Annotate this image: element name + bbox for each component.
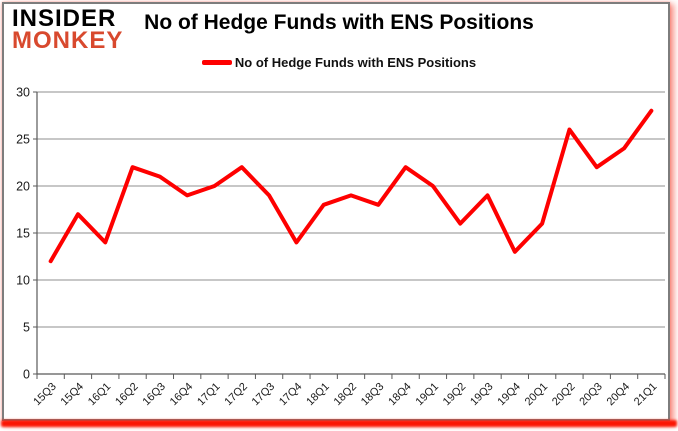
logo-line-monkey: MONKEY <box>12 27 124 55</box>
x-tick-label: 16Q3 <box>140 381 168 409</box>
y-tick-label: 0 <box>23 368 30 382</box>
x-tick-label: 20Q3 <box>577 381 605 409</box>
chart-legend: No of Hedge Funds with ENS Positions <box>0 55 678 70</box>
x-tick-label: 17Q1 <box>195 381 223 409</box>
x-tick-label: 15Q4 <box>59 381 87 409</box>
x-tick-label: 20Q1 <box>523 381 551 409</box>
x-tick-label: 19Q1 <box>414 381 442 409</box>
x-tick-label: 16Q1 <box>86 381 114 409</box>
y-tick-label: 10 <box>16 274 30 288</box>
x-tick-label: 19Q3 <box>468 381 496 409</box>
x-tick-label: 21Q1 <box>632 381 660 409</box>
x-tick-label: 20Q2 <box>550 381 578 409</box>
x-tick-label: 18Q3 <box>359 381 387 409</box>
series-line <box>48 108 654 264</box>
x-tick-label: 18Q2 <box>332 381 360 409</box>
legend-line-swatch-icon <box>201 60 232 65</box>
x-tick-label: 19Q4 <box>495 381 523 409</box>
insider-monkey-logo: INSIDER MONKEY <box>12 5 124 55</box>
x-tick-label: 17Q3 <box>250 381 278 409</box>
y-tick-label: 30 <box>16 86 30 100</box>
y-tick-label: 5 <box>23 321 30 335</box>
x-tick-label: 19Q2 <box>441 381 469 409</box>
x-tick-label: 18Q4 <box>386 381 414 409</box>
x-tick-label: 17Q4 <box>277 381 305 409</box>
legend-label: No of Hedge Funds with ENS Positions <box>234 55 477 70</box>
x-tick-label: 15Q3 <box>31 381 59 409</box>
x-tick-label: 16Q4 <box>168 381 196 409</box>
x-tick-label: 20Q4 <box>605 381 633 409</box>
x-tick-label: 17Q2 <box>222 381 250 409</box>
logo-line-insider: INSIDER <box>12 5 117 32</box>
y-tick-label: 15 <box>16 227 30 241</box>
x-tick-label: 18Q1 <box>304 381 332 409</box>
chart-title: No of Hedge Funds with ENS Positions <box>144 11 534 34</box>
bottom-red-stripe <box>1 420 677 427</box>
y-tick-label: 25 <box>16 133 30 147</box>
y-tick-label: 20 <box>16 180 30 194</box>
chart-card <box>2 2 670 421</box>
x-tick-label: 16Q2 <box>113 381 141 409</box>
